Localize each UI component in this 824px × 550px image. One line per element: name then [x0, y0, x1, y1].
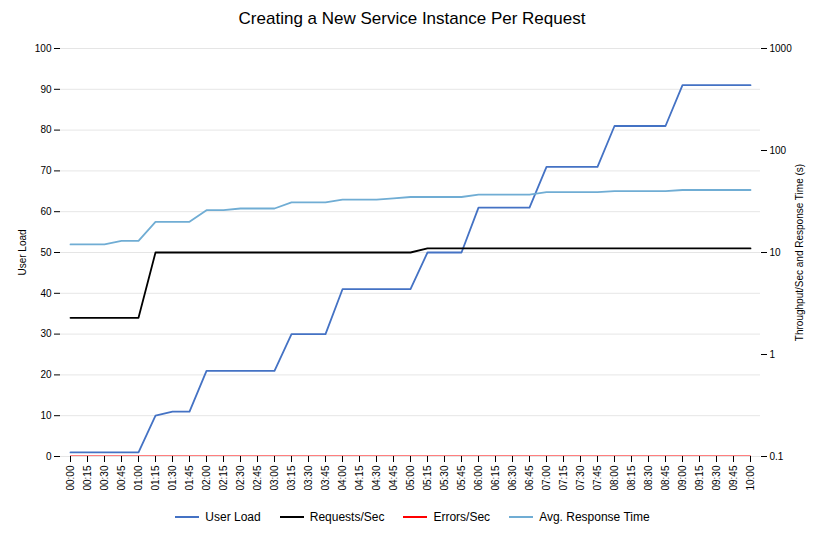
svg-text:0.1: 0.1 — [770, 451, 784, 462]
svg-text:04:30: 04:30 — [371, 465, 382, 490]
svg-text:06:45: 06:45 — [524, 465, 535, 490]
svg-text:03:15: 03:15 — [286, 465, 297, 490]
svg-text:02:45: 02:45 — [252, 465, 263, 490]
svg-text:09:45: 09:45 — [728, 465, 739, 490]
svg-text:01:15: 01:15 — [150, 465, 161, 490]
svg-text:1: 1 — [770, 349, 776, 360]
svg-text:00:15: 00:15 — [82, 465, 93, 490]
html-text:Errors/Sec: Errors/Sec — [433, 510, 491, 524]
svg-text:08:15: 08:15 — [626, 465, 637, 490]
svg-text:50: 50 — [40, 247, 52, 258]
html-text:Creating a New Service Instanc: Creating a New Service Instance Per Requ… — [238, 9, 586, 28]
svg-text:04:45: 04:45 — [388, 465, 399, 490]
svg-text:90: 90 — [40, 84, 52, 95]
svg-text:30: 30 — [40, 328, 52, 339]
svg-text:10:00: 10:00 — [745, 465, 756, 490]
svg-text:07:15: 07:15 — [558, 465, 569, 490]
svg-text:05:30: 05:30 — [439, 465, 450, 490]
svg-text:02:00: 02:00 — [201, 465, 212, 490]
svg-text:20: 20 — [40, 369, 52, 380]
svg-text:01:00: 01:00 — [133, 465, 144, 490]
svg-text:0: 0 — [46, 451, 52, 462]
svg-text:07:30: 07:30 — [575, 465, 586, 490]
svg-text:60: 60 — [40, 206, 52, 217]
svg-text:1000: 1000 — [770, 43, 793, 54]
svg-text:08:00: 08:00 — [609, 465, 620, 490]
svg-text:01:30: 01:30 — [167, 465, 178, 490]
svg-text:03:45: 03:45 — [320, 465, 331, 490]
svg-text:09:00: 09:00 — [677, 465, 688, 490]
svg-text:06:00: 06:00 — [473, 465, 484, 490]
svg-text:09:15: 09:15 — [694, 465, 705, 490]
svg-text:User Load: User Load — [17, 229, 28, 275]
svg-text:03:00: 03:00 — [269, 465, 280, 490]
html-text:Requests/Sec: Requests/Sec — [309, 510, 385, 524]
svg-text:10: 10 — [40, 410, 52, 421]
svg-text:05:15: 05:15 — [422, 465, 433, 490]
svg-text:07:45: 07:45 — [592, 465, 603, 490]
svg-text:10: 10 — [770, 247, 782, 258]
svg-text:02:15: 02:15 — [218, 465, 229, 490]
svg-text:100: 100 — [770, 145, 787, 156]
svg-text:00:30: 00:30 — [99, 465, 110, 490]
svg-text:05:45: 05:45 — [456, 465, 467, 490]
svg-text:07:00: 07:00 — [541, 465, 552, 490]
svg-text:70: 70 — [40, 165, 52, 176]
svg-text:06:15: 06:15 — [490, 465, 501, 490]
svg-text:09:30: 09:30 — [711, 465, 722, 490]
svg-text:02:30: 02:30 — [235, 465, 246, 490]
svg-text:00:00: 00:00 — [65, 465, 76, 490]
svg-text:04:15: 04:15 — [354, 465, 365, 490]
svg-text:40: 40 — [40, 288, 52, 299]
svg-text:00:45: 00:45 — [116, 465, 127, 490]
html-text:Avg. Response Time: Avg. Response Time — [539, 510, 650, 524]
svg-text:04:00: 04:00 — [337, 465, 348, 490]
html-text:User Load: User Load — [205, 510, 261, 524]
svg-text:Throughput/Sec and Response Ti: Throughput/Sec and Response Time (s) — [794, 164, 805, 341]
svg-text:08:45: 08:45 — [660, 465, 671, 490]
svg-text:100: 100 — [35, 43, 52, 54]
svg-text:80: 80 — [40, 124, 52, 135]
svg-text:05:00: 05:00 — [405, 465, 416, 490]
svg-text:08:30: 08:30 — [643, 465, 654, 490]
svg-text:03:30: 03:30 — [303, 465, 314, 490]
svg-text:01:45: 01:45 — [184, 465, 195, 490]
svg-text:06:30: 06:30 — [507, 465, 518, 490]
